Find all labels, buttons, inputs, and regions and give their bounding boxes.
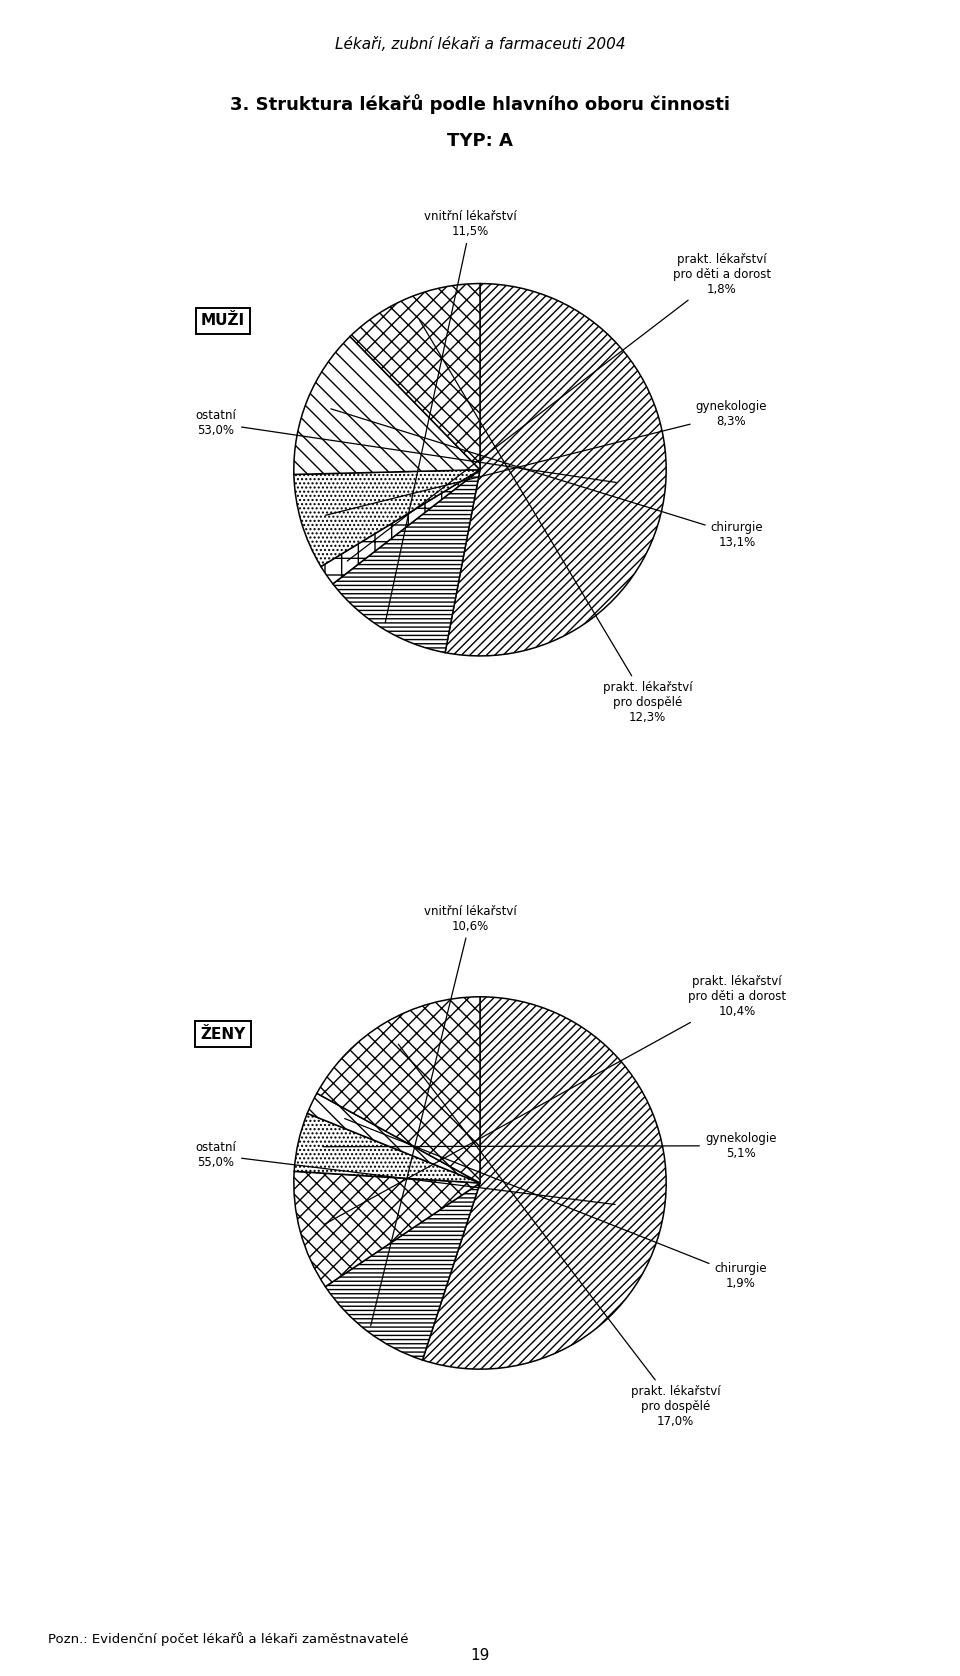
Text: chirurgie
13,1%: chirurgie 13,1% — [331, 409, 763, 550]
Text: ostatní
55,0%: ostatní 55,0% — [195, 1141, 615, 1205]
Wedge shape — [294, 1172, 480, 1287]
Text: TYP: A: TYP: A — [447, 132, 513, 151]
Text: prakt. lékařství
pro děti a dorost
10,4%: prakt. lékařství pro děti a dorost 10,4% — [324, 975, 786, 1225]
Text: gynekologie
5,1%: gynekologie 5,1% — [323, 1131, 777, 1160]
Wedge shape — [333, 469, 480, 652]
Text: 3. Struktura lékařů podle hlavního oboru činnosti: 3. Struktura lékařů podle hlavního oboru… — [230, 94, 730, 114]
Wedge shape — [294, 337, 480, 474]
Text: Pozn.: Evidenční počet lékařů a lékaři zaměstnavatelé: Pozn.: Evidenční počet lékařů a lékaři z… — [48, 1632, 409, 1646]
Wedge shape — [317, 997, 480, 1183]
Wedge shape — [321, 469, 480, 583]
Text: MUŽI: MUŽI — [201, 313, 245, 328]
Text: chirurgie
1,9%: chirurgie 1,9% — [345, 1118, 767, 1291]
Text: ŽENY: ŽENY — [201, 1026, 246, 1041]
Text: gynekologie
8,3%: gynekologie 8,3% — [325, 401, 767, 515]
Wedge shape — [294, 469, 480, 566]
Wedge shape — [350, 283, 480, 469]
Text: vnitřní lékařství
10,6%: vnitřní lékařství 10,6% — [371, 905, 517, 1326]
Text: ostatní
53,0%: ostatní 53,0% — [195, 409, 616, 483]
Text: prakt. lékařství
pro dospělé
17,0%: prakt. lékařství pro dospělé 17,0% — [398, 1044, 720, 1428]
Text: prakt. lékařství
pro dospělé
12,3%: prakt. lékařství pro dospělé 12,3% — [420, 320, 692, 724]
Wedge shape — [294, 1113, 480, 1183]
Wedge shape — [445, 283, 666, 655]
Text: prakt. lékařství
pro děti a dorost
1,8%: prakt. lékařství pro děti a dorost 1,8% — [348, 253, 771, 561]
Text: vnitřní lékařství
11,5%: vnitřní lékařství 11,5% — [385, 210, 517, 622]
Text: Lékaři, zubní lékaři a farmaceuti 2004: Lékaři, zubní lékaři a farmaceuti 2004 — [335, 37, 625, 52]
Wedge shape — [307, 1093, 480, 1183]
Wedge shape — [422, 997, 666, 1369]
Text: 19: 19 — [470, 1648, 490, 1663]
Wedge shape — [325, 1183, 480, 1359]
